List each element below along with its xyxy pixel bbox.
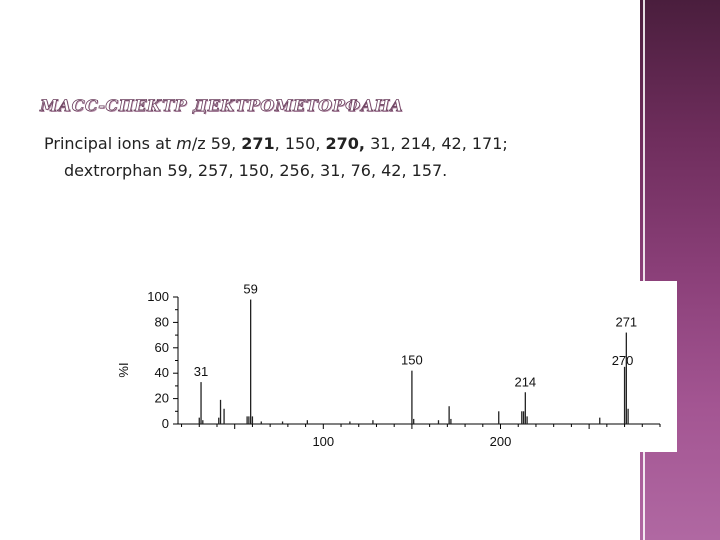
principal-ions-text: Principal ions at m/z 59, 271, 150, 270,…	[44, 130, 634, 184]
peak-label: 31	[194, 364, 208, 379]
peak-label: 271	[615, 315, 637, 330]
x-tick-label: 200	[490, 434, 512, 449]
decorative-side-bar	[640, 0, 720, 540]
ions-bold-271: 271	[241, 134, 275, 153]
y-tick-label: 40	[155, 365, 169, 380]
y-tick-label: 60	[155, 340, 169, 355]
y-tick-label: 80	[155, 314, 169, 329]
ions-mid: , 150,	[274, 134, 326, 153]
ions-prefix: Principal ions at	[44, 134, 177, 153]
y-tick-label: 0	[162, 416, 169, 431]
ions-bold-270: 270,	[325, 134, 366, 153]
y-axis-label: %I	[116, 362, 131, 377]
peak-label: 150	[401, 353, 423, 368]
peak-label: 214	[514, 374, 536, 389]
slide-title: МАСС-СПЕКТР ДЕКТРОМЕТОРФАНА	[40, 96, 404, 116]
peak-label: 270	[612, 353, 634, 368]
decorative-side-line	[643, 0, 645, 540]
y-tick-label: 20	[155, 391, 169, 406]
mass-spectrum-chart: 0 20 40 60 80 100 100 200 %I 31 59 150 214 270 271	[112, 281, 677, 452]
ions-mz-italic: m	[176, 134, 192, 153]
mass-spectrum-svg: 0 20 40 60 80 100 100 200 %I 31 59 150 214 270 271	[116, 282, 661, 449]
peak-label: 59	[243, 282, 257, 297]
x-tick-label: 100	[312, 434, 334, 449]
y-tick-label: 100	[147, 289, 169, 304]
ions-rest: 31, 214, 42, 171;	[365, 134, 508, 153]
principal-ions-line: Principal ions at m/z 59, 271, 150, 270,…	[44, 130, 634, 157]
dextrorphan-line: dextrorphan 59, 257, 150, 256, 31, 76, 4…	[64, 161, 448, 180]
ions-slash: /z 59,	[191, 134, 242, 153]
